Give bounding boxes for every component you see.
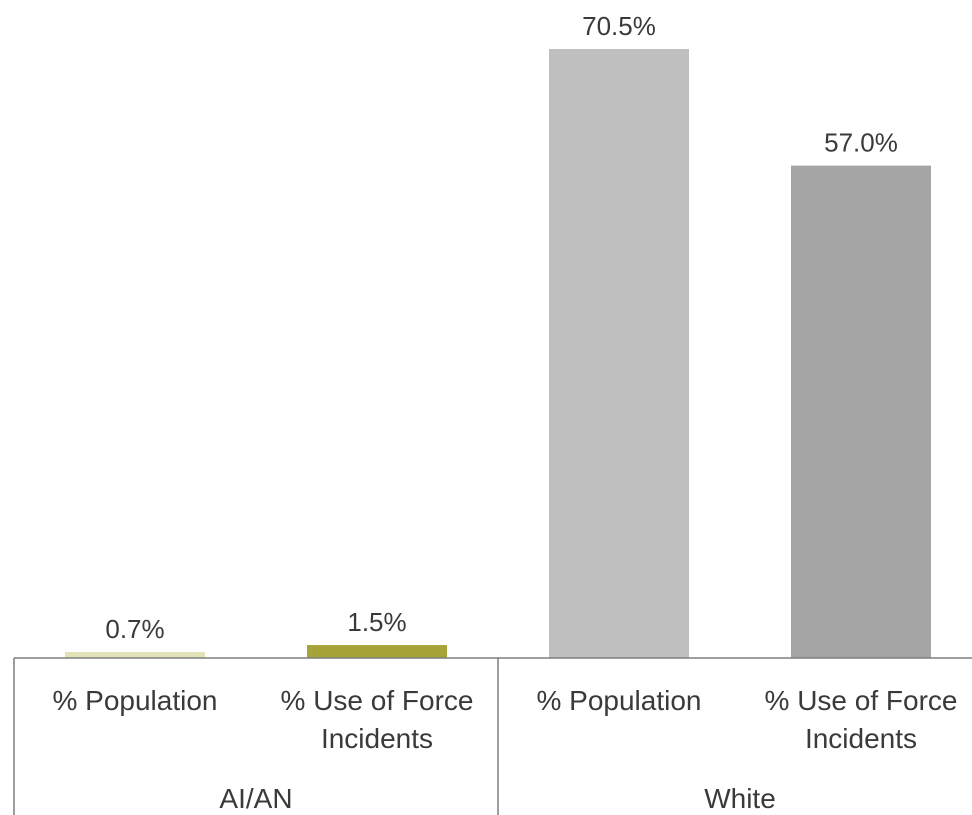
value-labels-layer: 0.7% 1.5% 70.5% 57.0% (105, 11, 898, 644)
bar-1-1 (791, 165, 931, 659)
category-labels-layer: % Population % Use of Force Incidents AI/AN… (52, 685, 957, 814)
category-label-1-0: % Population (536, 685, 701, 716)
bar-0-1 (307, 645, 447, 658)
value-label-0-0: 0.7% (105, 614, 164, 644)
group-label-0: AI/AN (219, 783, 292, 814)
category-label-0-1: % Use of Force Incidents (281, 685, 474, 754)
bar-0-0 (65, 651, 205, 658)
value-label-1-0: 70.5% (582, 11, 656, 41)
value-label-0-1: 1.5% (347, 607, 406, 637)
bars-layer (65, 49, 931, 659)
bar-1-0 (549, 49, 689, 658)
category-label-1-1: % Use of Force Incidents (765, 685, 958, 754)
category-label-0-0: % Population (52, 685, 217, 716)
group-label-1: White (704, 783, 776, 814)
value-label-1-1: 57.0% (824, 128, 898, 158)
axis-layer (13, 657, 972, 815)
